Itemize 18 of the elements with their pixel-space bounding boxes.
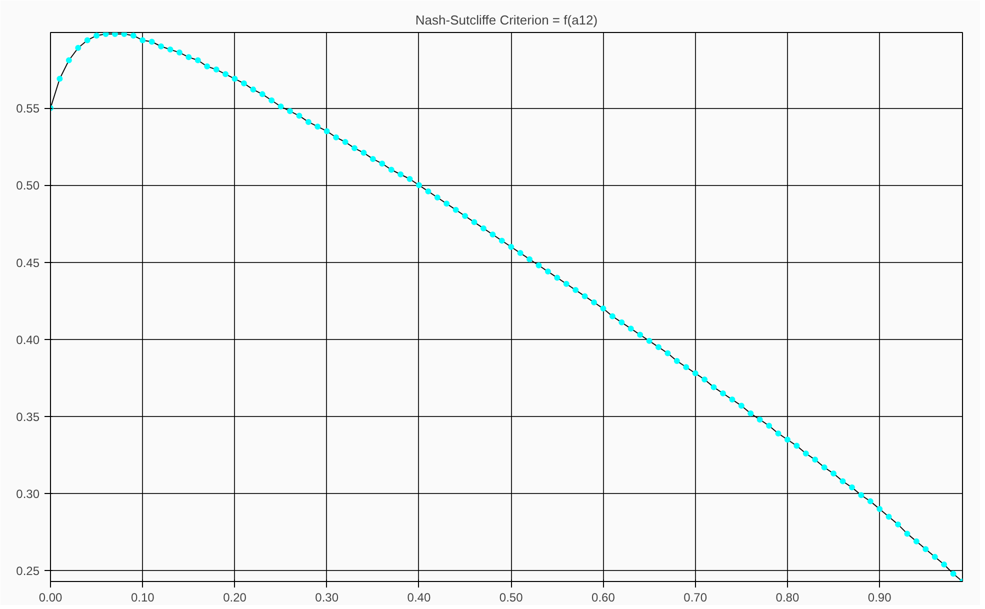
x-tick-label: 0.20 <box>223 590 247 604</box>
x-tick-label: 0.10 <box>130 590 155 604</box>
y-tick-label: 0.35 <box>16 410 40 424</box>
y-tick-label: 0.55 <box>16 102 40 116</box>
y-tick-label: 0.50 <box>16 178 40 193</box>
x-tick-label: 0.60 <box>592 590 616 604</box>
chart-title: Nash-Sutcliffe Criterion = f(a12) <box>415 12 598 28</box>
y-tick-label: 0.45 <box>16 256 40 270</box>
y-tick-label: 0.30 <box>16 487 40 502</box>
x-tick-label: 0.30 <box>315 590 339 604</box>
x-tick-label: 0.70 <box>684 590 708 604</box>
y-tick-label: 0.40 <box>16 332 40 347</box>
x-tick-label: 0.40 <box>407 590 431 604</box>
x-tick-label: 0.00 <box>38 590 63 604</box>
x-tick-label: 0.90 <box>868 590 892 604</box>
y-tick-label: 0.25 <box>16 564 40 578</box>
x-tick-label: 0.80 <box>776 590 800 604</box>
x-tick-label: 0.50 <box>499 590 524 604</box>
